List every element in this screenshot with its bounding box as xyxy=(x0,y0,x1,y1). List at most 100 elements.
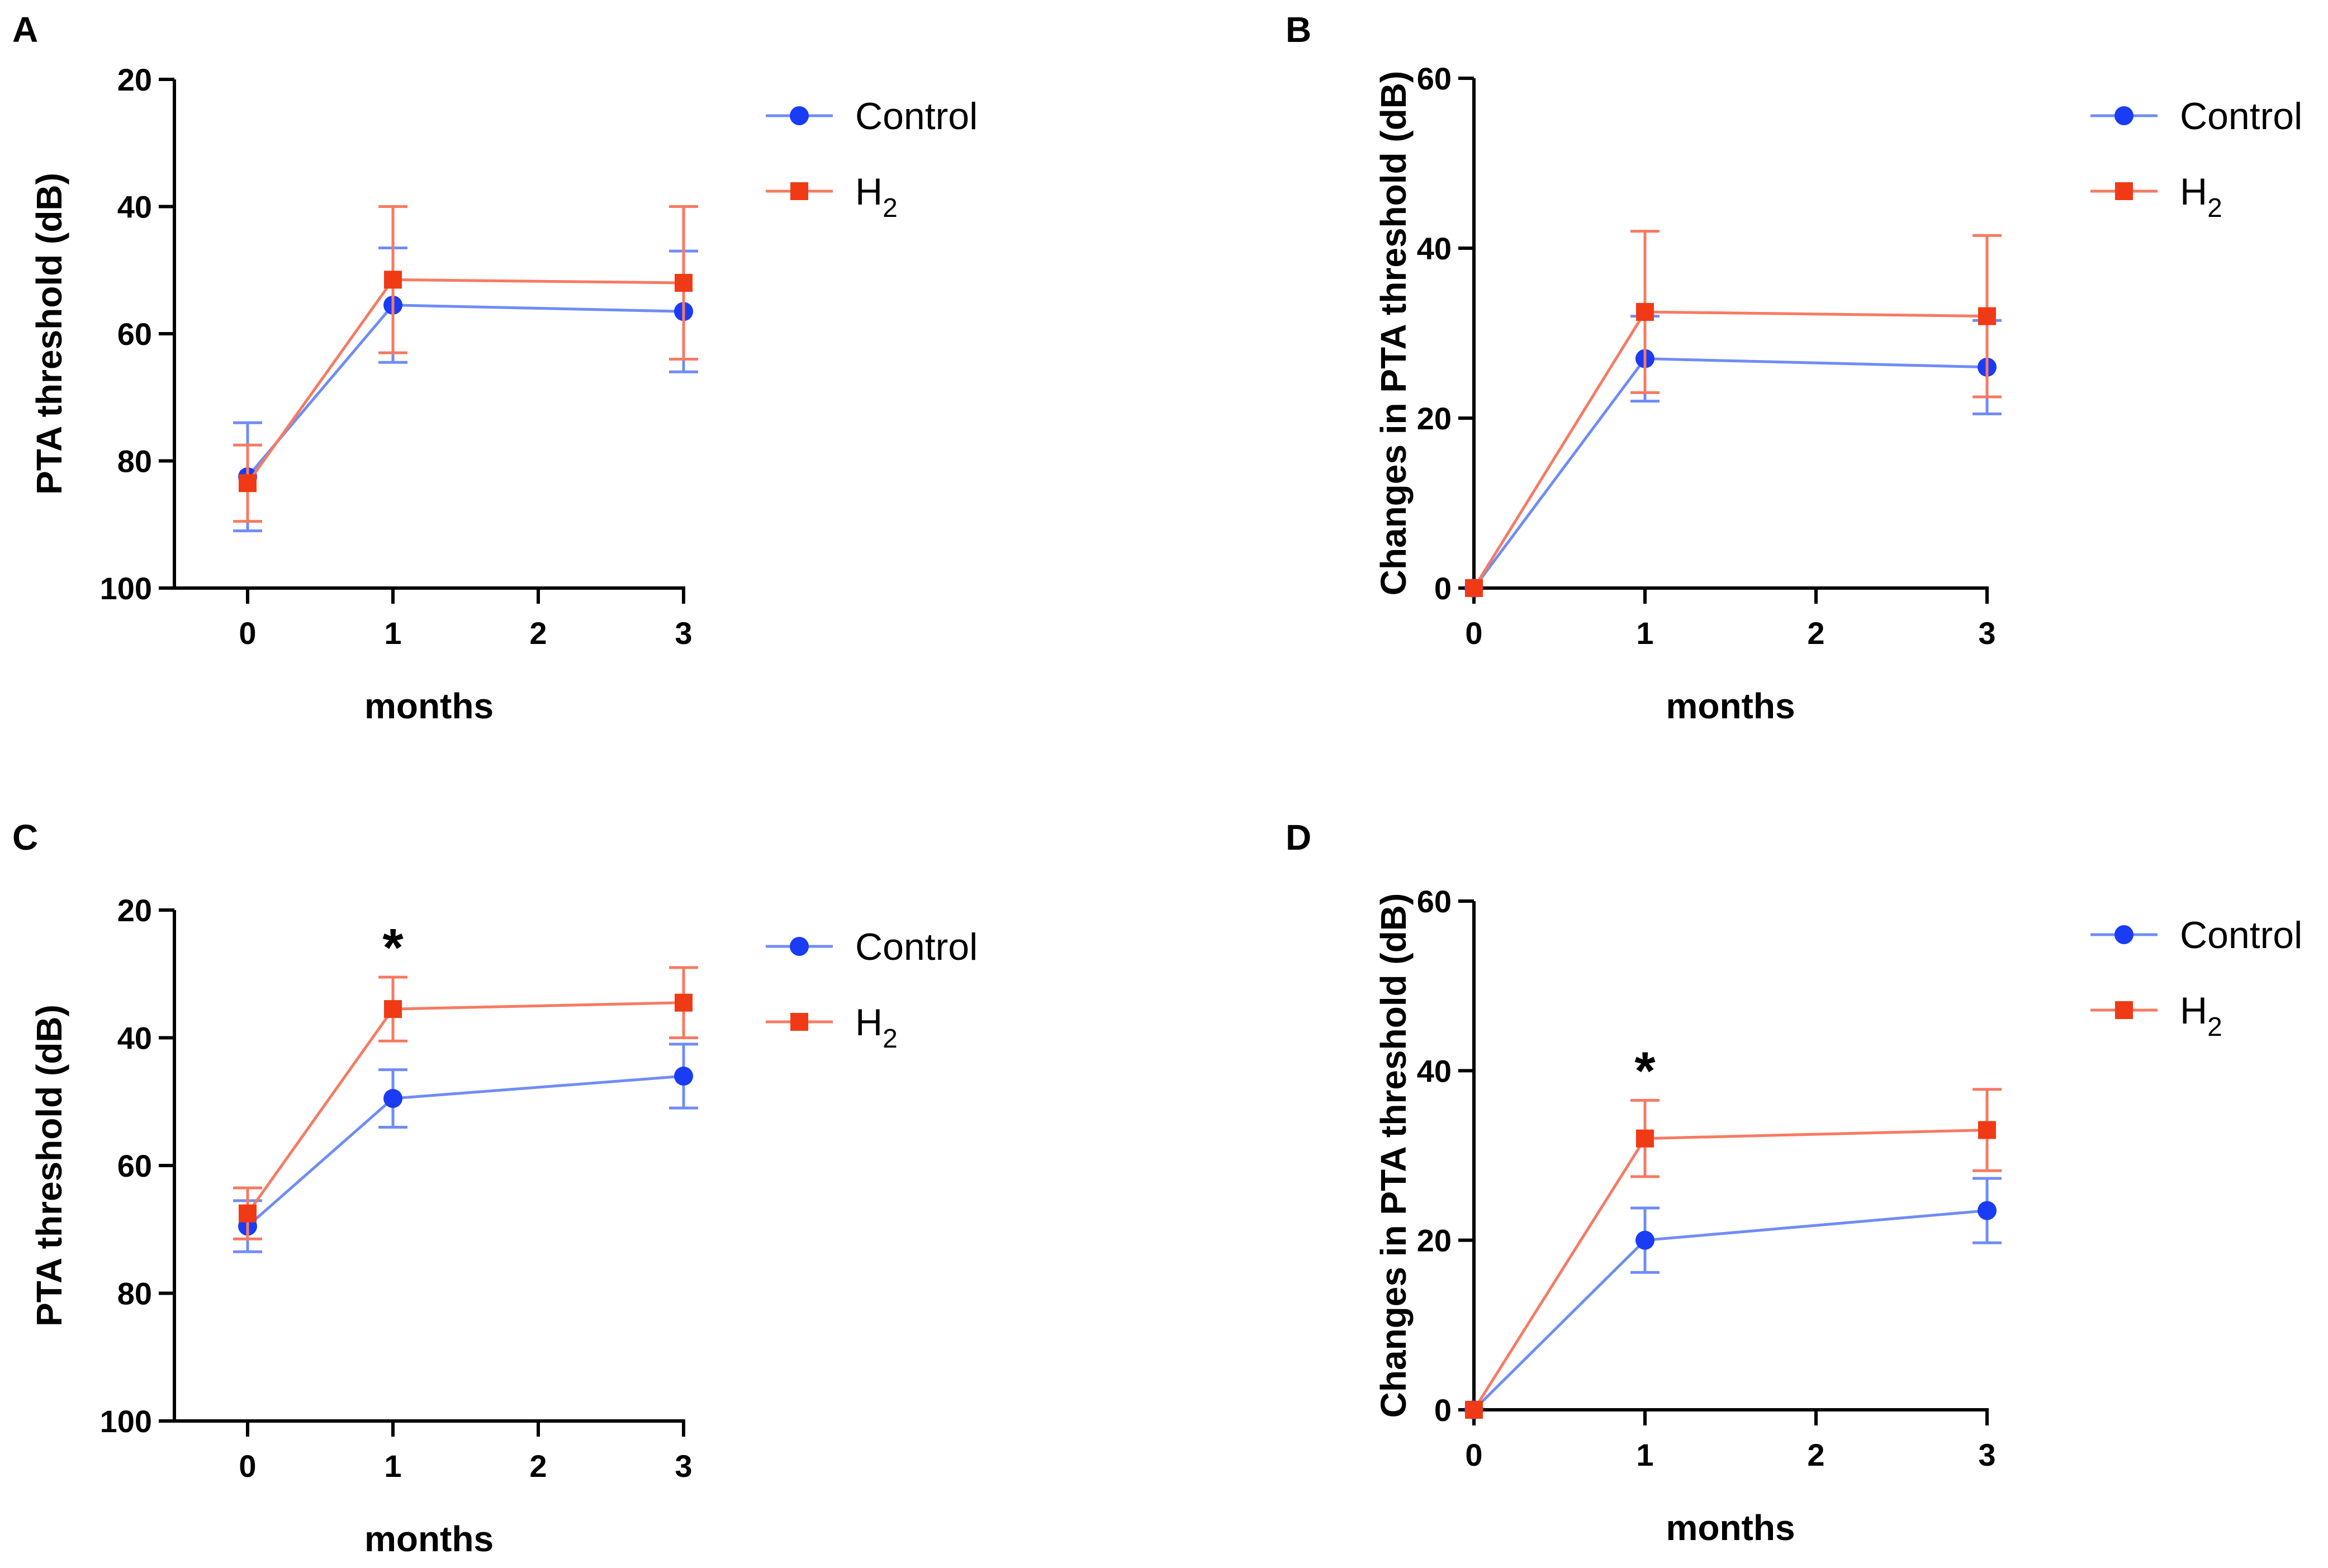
x-axis-label: months xyxy=(364,686,494,726)
legend-marker-h2 xyxy=(790,182,808,200)
legend-marker-h2 xyxy=(2115,182,2133,200)
data-point-h2 xyxy=(675,993,693,1012)
series-line xyxy=(1472,310,1988,589)
legend-marker-control xyxy=(2114,106,2133,125)
data-point-h2 xyxy=(1978,307,1996,325)
x-tick-label: 0 xyxy=(1465,615,1482,651)
y-tick-label: 40 xyxy=(1417,231,1452,266)
significance-asterisk: * xyxy=(1634,1041,1656,1101)
legend-label: H2 xyxy=(2180,170,2222,223)
legend-label: H2 xyxy=(855,170,898,223)
y-tick-label: 60 xyxy=(1417,884,1452,919)
y-tick-label: 20 xyxy=(117,62,152,97)
chart-panel-a: A 20 40 60 80 100 0 1 2 3 months PTA threshold (dB)… xyxy=(12,10,978,726)
series-control xyxy=(233,1043,698,1253)
series-line xyxy=(1472,357,1988,589)
data-point-h2 xyxy=(1465,1401,1483,1419)
data-point-h2 xyxy=(1465,579,1483,597)
legend-label: Control xyxy=(855,926,978,968)
legend: Control H2 xyxy=(766,926,978,1054)
legend-marker-h2 xyxy=(790,1013,808,1031)
data-point-h2 xyxy=(1636,1129,1654,1148)
y-tick-label: 60 xyxy=(1417,61,1452,96)
series-h2 xyxy=(1465,1088,2002,1419)
x-tick-label: 1 xyxy=(384,615,401,651)
chart-panel-c: C 20 40 60 80 100 0 1 2 3 months PTA threshold (dB)… xyxy=(12,817,978,1559)
chart-panel-b: B 0 20 40 60 0 1 2 3 months Changes in PTA thresho… xyxy=(1286,10,2302,726)
data-point-h2 xyxy=(384,271,402,289)
data-point-h2 xyxy=(675,274,693,292)
x-tick-label: 1 xyxy=(1636,1437,1653,1472)
y-tick-label: 100 xyxy=(100,1404,152,1439)
series-control xyxy=(1464,315,2002,598)
data-point-control xyxy=(383,1089,402,1109)
x-tick-label: 3 xyxy=(1978,1437,1995,1472)
x-tick-label: 2 xyxy=(529,1448,547,1484)
legend-marker-h2 xyxy=(2115,1001,2133,1019)
legend: Control H2 xyxy=(766,95,978,223)
y-axis-label: Changes in PTA threshold (dB) xyxy=(1373,893,1414,1418)
legend-label: H2 xyxy=(855,1001,898,1054)
series-h2 xyxy=(1465,230,2002,597)
legend: Control H2 xyxy=(2090,95,2302,223)
series-h2 xyxy=(233,205,698,523)
x-tick-label: 1 xyxy=(384,1448,401,1484)
data-point-h2 xyxy=(239,474,257,492)
panel-letter: A xyxy=(12,10,38,50)
series-h2 xyxy=(233,966,698,1240)
legend-label: Control xyxy=(855,95,978,138)
y-tick-label: 60 xyxy=(117,1148,152,1183)
series-line xyxy=(1473,1209,1988,1411)
y-tick-label: 20 xyxy=(1417,1223,1452,1258)
data-point-control xyxy=(1978,1201,1997,1220)
data-point-h2 xyxy=(1636,303,1654,321)
data-point-control xyxy=(1635,1230,1654,1250)
y-tick-label: 100 xyxy=(100,571,152,606)
legend-marker-control xyxy=(790,937,809,956)
y-tick-label: 40 xyxy=(117,190,152,225)
y-axis-label: Changes in PTA threshold (dB) xyxy=(1373,71,1414,596)
y-axis-label: PTA threshold (dB) xyxy=(29,173,69,495)
series-line xyxy=(246,1001,684,1215)
y-tick-label: 80 xyxy=(117,1276,152,1311)
x-tick-label: 3 xyxy=(675,615,692,651)
y-tick-label: 20 xyxy=(1417,401,1452,436)
x-tick-label: 1 xyxy=(1636,615,1653,651)
y-tick-label: 40 xyxy=(117,1021,152,1056)
x-tick-label: 2 xyxy=(529,615,547,651)
series-line xyxy=(1472,1129,1988,1411)
x-tick-label: 3 xyxy=(675,1448,692,1484)
y-axis-label: PTA threshold (dB) xyxy=(29,1005,69,1327)
significance-asterisk: * xyxy=(382,918,404,978)
x-tick-label: 2 xyxy=(1807,1437,1824,1472)
x-axis-label: months xyxy=(1666,686,1795,726)
legend-label: H2 xyxy=(2180,989,2222,1042)
series-control xyxy=(233,246,698,533)
legend-marker-control xyxy=(2114,925,2133,944)
y-tick-label: 20 xyxy=(117,893,152,928)
y-tick-label: 0 xyxy=(1434,1392,1452,1428)
y-tick-label: 60 xyxy=(117,316,152,352)
x-tick-label: 3 xyxy=(1978,615,1995,651)
series-line xyxy=(246,1074,684,1228)
legend: Control H2 xyxy=(2090,914,2302,1042)
legend-marker-control xyxy=(790,106,809,125)
data-point-h2 xyxy=(384,1000,402,1019)
y-tick-label: 80 xyxy=(117,444,152,479)
x-tick-label: 0 xyxy=(1465,1437,1482,1472)
x-tick-label: 0 xyxy=(239,1448,256,1484)
data-point-h2 xyxy=(239,1204,257,1223)
data-point-h2 xyxy=(1978,1121,1996,1139)
panel-letter: D xyxy=(1286,817,1311,858)
data-point-control xyxy=(674,1067,693,1086)
y-tick-label: 0 xyxy=(1434,571,1452,606)
x-axis-label: months xyxy=(1666,1508,1795,1548)
panel-letter: C xyxy=(12,817,38,858)
x-axis-label: months xyxy=(364,1519,494,1559)
panel-letter: B xyxy=(1286,10,1311,50)
y-tick-label: 40 xyxy=(1417,1053,1452,1088)
x-tick-label: 0 xyxy=(239,615,256,651)
legend-label: Control xyxy=(2180,95,2302,138)
x-tick-label: 2 xyxy=(1807,615,1824,651)
